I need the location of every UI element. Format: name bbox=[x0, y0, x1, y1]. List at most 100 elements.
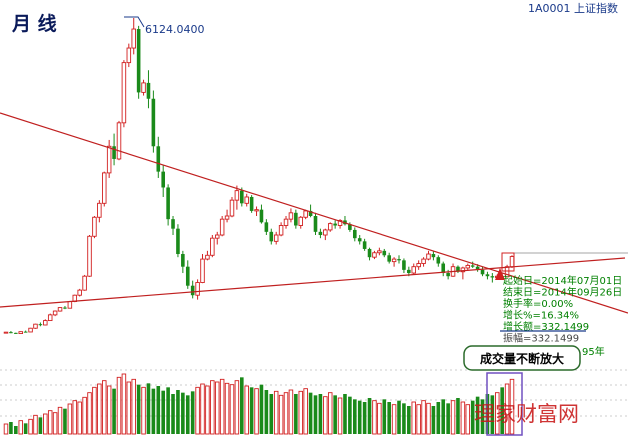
volume-bar bbox=[240, 377, 244, 434]
candle-body bbox=[362, 241, 367, 249]
volume-bar bbox=[28, 418, 33, 435]
candle-body bbox=[214, 234, 220, 239]
callout-box bbox=[463, 345, 581, 371]
volume-bar bbox=[200, 383, 205, 435]
info-line: 结束日=2014年09月26日 bbox=[503, 286, 622, 299]
candle-body bbox=[308, 210, 313, 216]
candle-body bbox=[273, 234, 279, 242]
volume-bar bbox=[102, 380, 107, 435]
volume-bar bbox=[72, 400, 78, 435]
volume-bar bbox=[190, 391, 195, 434]
peak-pointer bbox=[124, 16, 145, 28]
candle-body bbox=[259, 209, 264, 223]
candle-body bbox=[416, 263, 421, 268]
candle-body bbox=[52, 310, 58, 316]
candle-body bbox=[121, 62, 127, 124]
volume-bar bbox=[219, 378, 225, 435]
volume-bar bbox=[298, 390, 304, 435]
candle-body bbox=[288, 212, 294, 220]
volume-bar bbox=[146, 383, 151, 434]
candle-body bbox=[387, 255, 391, 262]
volume-bar bbox=[234, 380, 240, 435]
candle-body bbox=[146, 82, 151, 99]
candle-body bbox=[254, 209, 259, 212]
candle-body bbox=[106, 145, 112, 174]
candle-body bbox=[63, 307, 67, 309]
volume-bar bbox=[460, 401, 466, 435]
volume-bar bbox=[43, 413, 48, 435]
volume-bar bbox=[254, 388, 259, 435]
volume-bar bbox=[47, 410, 53, 435]
candle-body bbox=[67, 301, 73, 309]
candle-body bbox=[377, 250, 382, 254]
volume-bar bbox=[337, 397, 343, 435]
candle-body bbox=[234, 190, 240, 201]
volume-bar bbox=[3, 423, 9, 435]
candle-body bbox=[126, 47, 132, 64]
candle-body bbox=[176, 228, 180, 255]
volume-bar bbox=[171, 394, 175, 434]
volume-bar bbox=[387, 402, 391, 434]
volume-bar bbox=[205, 385, 210, 435]
candle-body bbox=[112, 146, 116, 159]
volume-bar bbox=[416, 404, 421, 435]
candle-body bbox=[465, 264, 471, 269]
volume-bar bbox=[343, 394, 347, 434]
candle-body bbox=[431, 254, 436, 258]
volume-bar bbox=[63, 408, 67, 434]
volume-bar bbox=[475, 396, 480, 434]
candle-body bbox=[87, 235, 92, 277]
volume-bar bbox=[407, 406, 411, 434]
volume-bar bbox=[348, 396, 352, 434]
ascending-trendline bbox=[0, 257, 626, 308]
volume-bar bbox=[229, 384, 235, 435]
volume-bar bbox=[210, 380, 215, 435]
volume-bar bbox=[92, 386, 97, 435]
volume-bar bbox=[397, 400, 401, 434]
candle-body bbox=[313, 215, 318, 232]
candle-body bbox=[411, 266, 416, 274]
candle-body bbox=[43, 320, 48, 326]
selection-box bbox=[501, 252, 515, 272]
volume-bar bbox=[313, 395, 318, 434]
info-box: 起始日=2014年07月01日结束日=2014年09月26日换手率=0.00%增… bbox=[503, 274, 622, 345]
volume-bar bbox=[456, 398, 460, 434]
volume-bar bbox=[112, 388, 116, 434]
volume-bar bbox=[504, 383, 510, 435]
candlestick-series bbox=[3, 18, 515, 335]
volume-bar bbox=[470, 400, 475, 434]
candle-body bbox=[303, 210, 308, 218]
info-line: 增长%=16.34% bbox=[503, 309, 579, 322]
candle-body bbox=[3, 331, 9, 334]
candle-body bbox=[33, 323, 38, 329]
volume-bar bbox=[97, 383, 102, 435]
candle-body bbox=[205, 254, 210, 260]
selection-arrow bbox=[495, 268, 505, 280]
volume-bar bbox=[195, 386, 200, 435]
volume-bar bbox=[166, 387, 170, 434]
candle-body bbox=[219, 218, 225, 236]
volume-bar bbox=[269, 394, 274, 434]
candle-body bbox=[446, 273, 450, 277]
candle-body bbox=[372, 252, 377, 258]
candle-body bbox=[323, 229, 328, 236]
candle-body bbox=[470, 265, 475, 267]
candle-body bbox=[294, 212, 298, 226]
volume-bar bbox=[431, 406, 436, 434]
volume-bar bbox=[106, 385, 112, 435]
volume-bar bbox=[441, 399, 446, 434]
volume-bar bbox=[377, 402, 382, 435]
volume-bar bbox=[273, 390, 279, 435]
candle-body bbox=[407, 269, 411, 274]
volume-bar bbox=[500, 387, 504, 434]
candle-body bbox=[166, 187, 170, 220]
candle-body bbox=[102, 172, 107, 204]
candle-body bbox=[18, 331, 23, 335]
candle-body bbox=[141, 82, 146, 93]
volume-bar bbox=[362, 402, 367, 434]
volume-bar bbox=[249, 387, 254, 434]
candle-body bbox=[161, 171, 166, 188]
volume-bar bbox=[82, 396, 87, 435]
candle-body bbox=[190, 285, 195, 296]
volume-bar bbox=[77, 401, 82, 435]
